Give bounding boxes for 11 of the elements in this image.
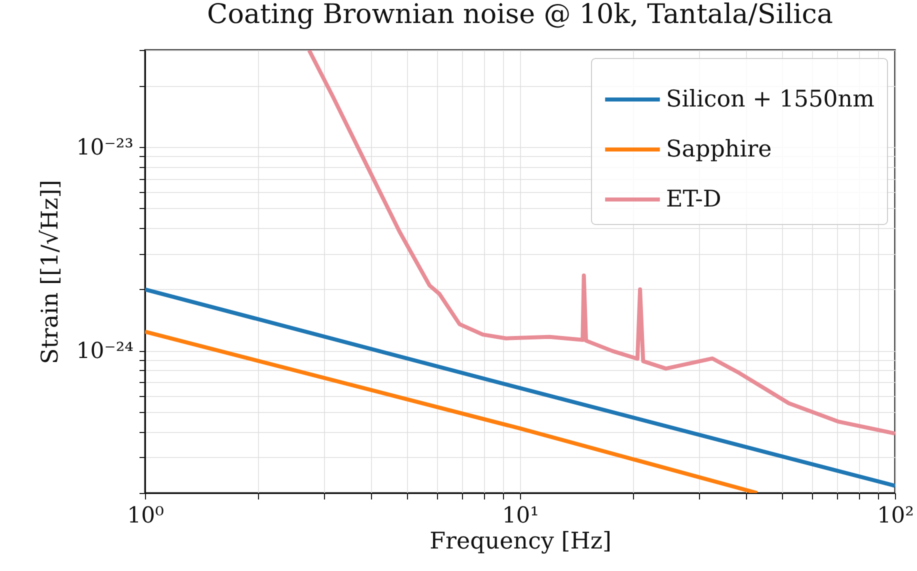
x-tick-label: 10¹: [502, 504, 539, 528]
y-tick-label: 10⁻²⁴: [76, 339, 134, 364]
legend-label: Silicon + 1550nm: [666, 86, 875, 112]
y-tick-label: 10⁻²³: [76, 136, 134, 161]
legend-label: Sapphire: [666, 136, 772, 162]
x-tick-label: 10⁰: [127, 504, 164, 528]
legend-label: ET-D: [666, 186, 722, 212]
chart-title: Coating Brownian noise @ 10k, Tantala/Silica: [207, 0, 833, 30]
y-axis-title: Strain [[1/√Hz]]: [37, 180, 64, 364]
x-tick-label: 10²: [877, 504, 914, 528]
x-axis-title: Frequency [Hz]: [430, 528, 612, 554]
